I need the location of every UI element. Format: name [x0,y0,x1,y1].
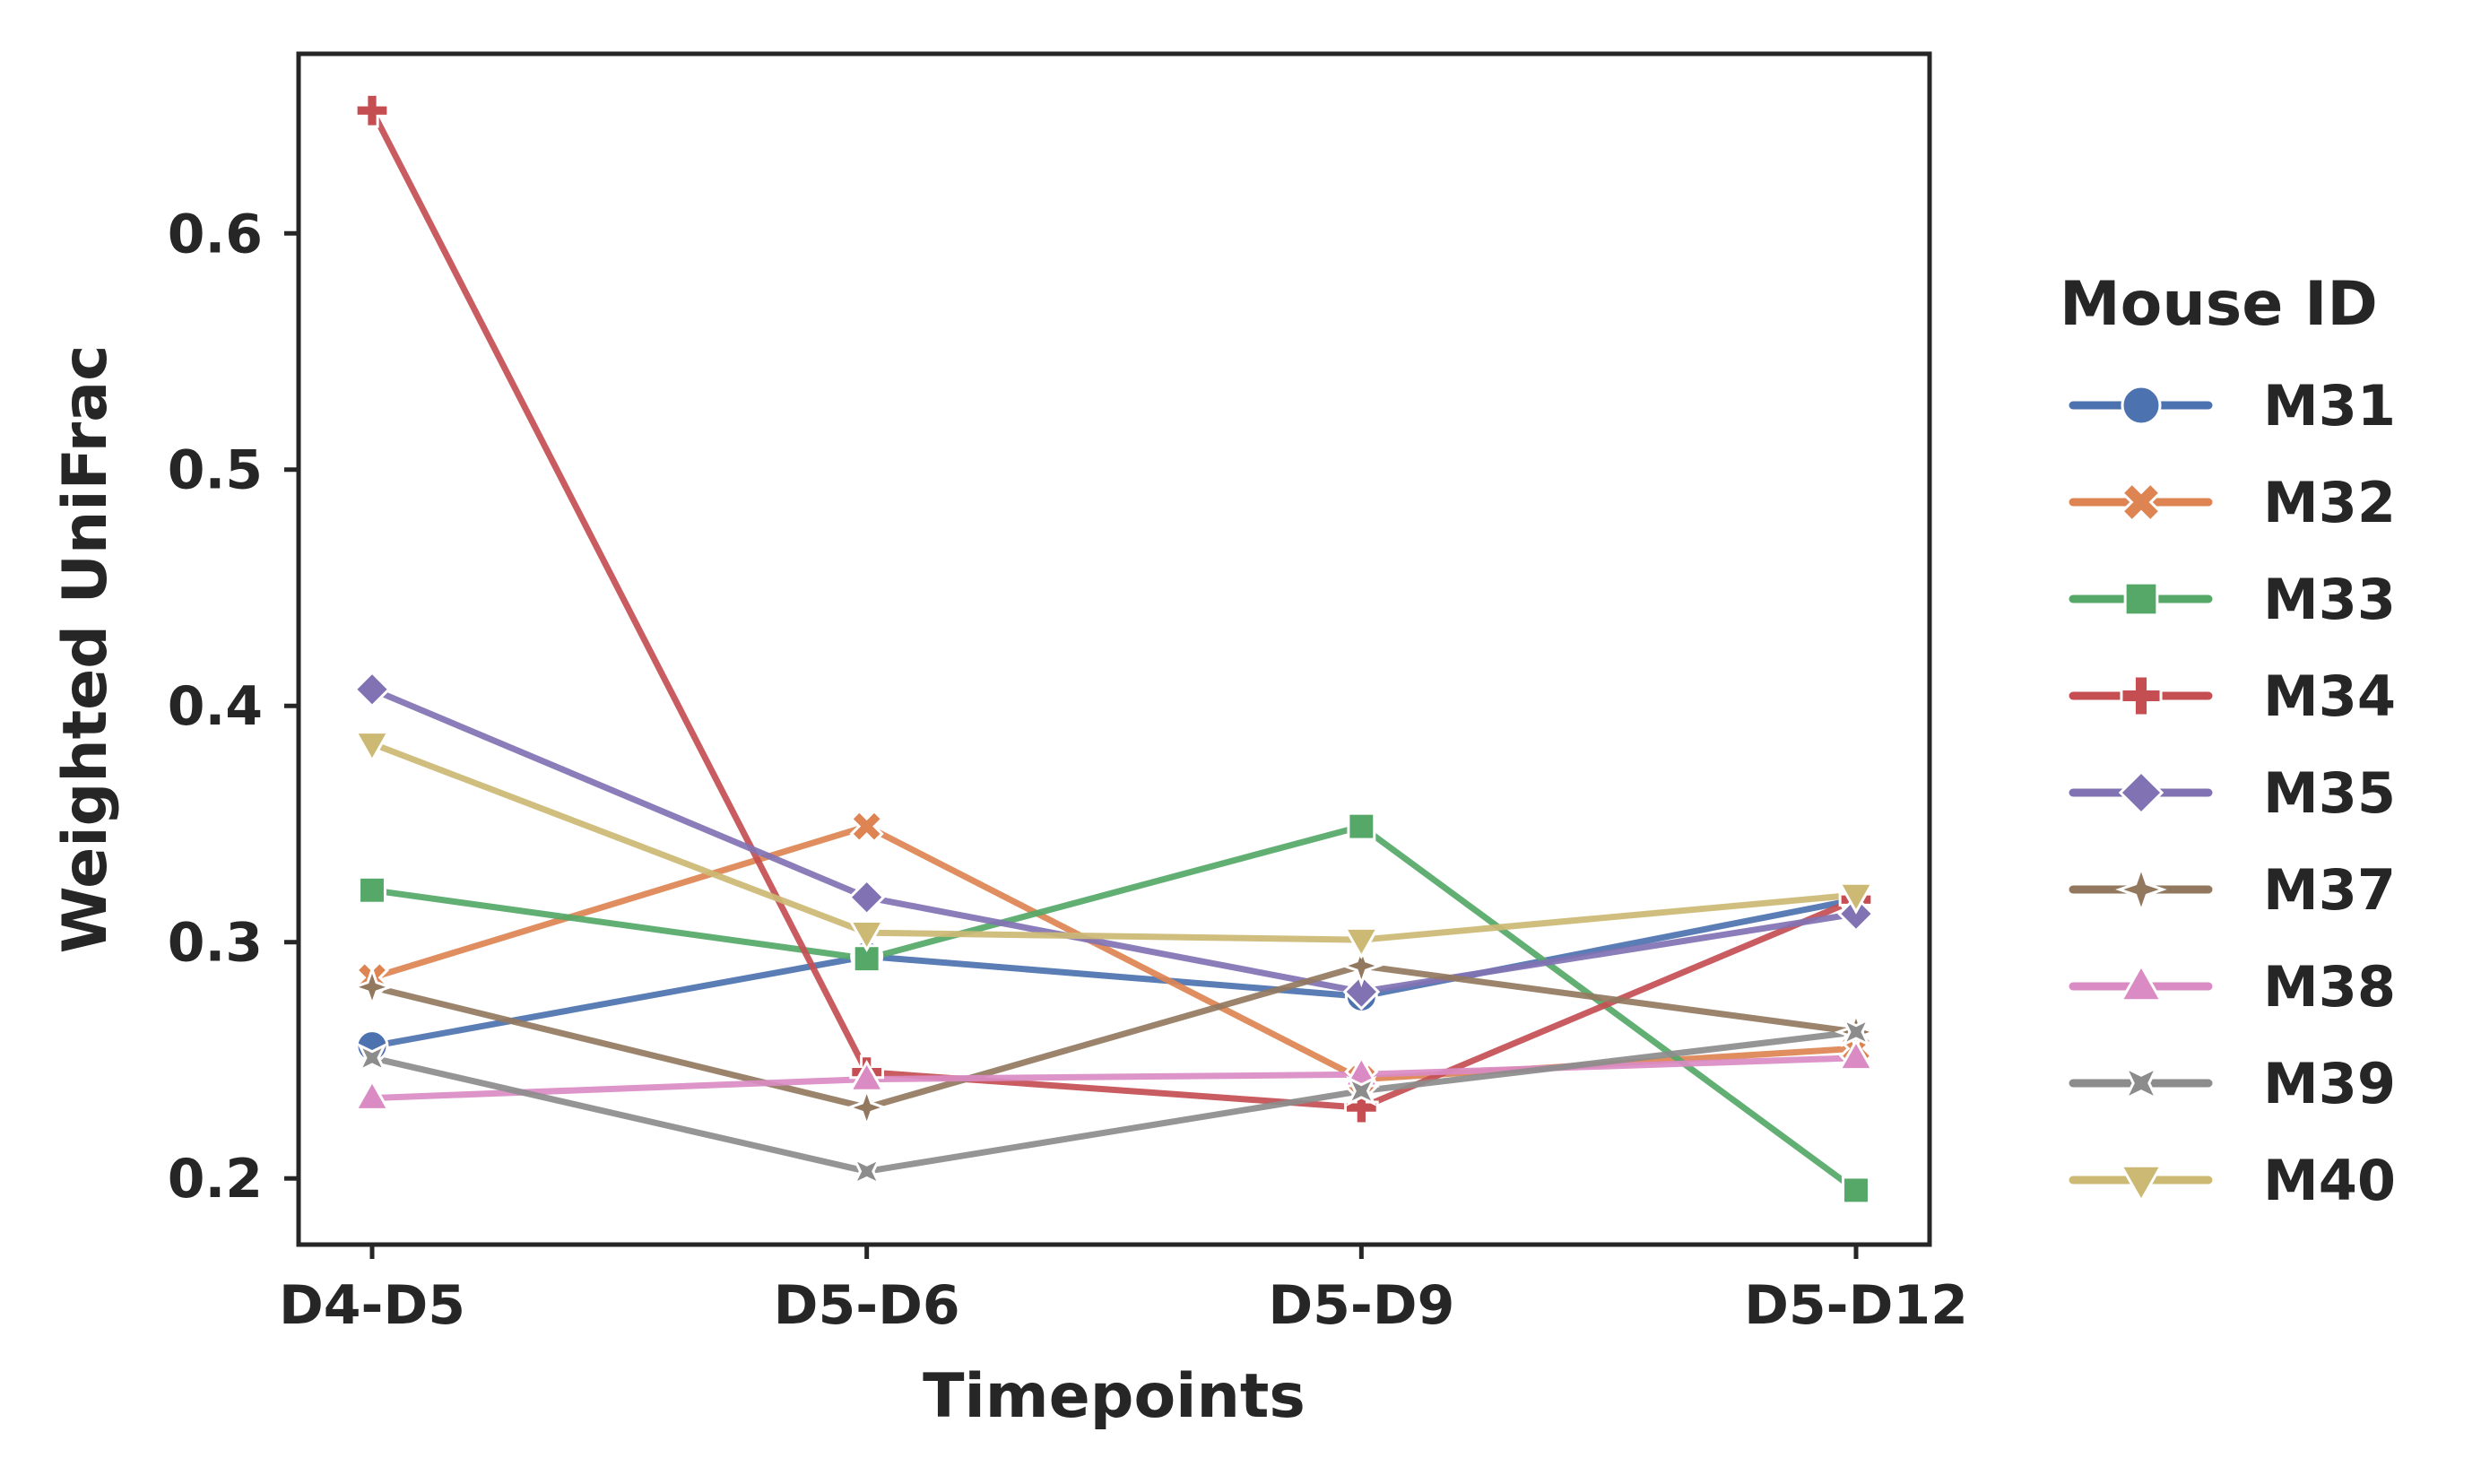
data-point-m35 [847,878,886,916]
y-tick-label: 0.2 [168,1148,263,1211]
legend-marker-m34 [2120,674,2163,717]
y-tick-label: 0.4 [168,675,263,738]
legend-label-m32: M32 [2263,470,2396,535]
data-point-m37 [845,1086,889,1130]
data-point-m34 [1343,1089,1379,1125]
legend-marker-m31 [2121,385,2162,426]
legend-marker-m33 [2123,581,2159,617]
legend-label-m37: M37 [2263,857,2396,923]
data-point-m39 [851,1156,882,1187]
x-axis: D4-D5 D5-D6 D5-D9 D5-D12 [279,1245,1968,1337]
legend-label-m40: M40 [2263,1148,2396,1213]
data-point-m34 [354,92,390,128]
y-tick-label: 0.6 [168,203,263,265]
legend-label-m34: M34 [2263,664,2396,729]
data-point-m33 [1842,1176,1870,1205]
data-point-m38 [848,1059,886,1092]
x-tick-label: D5-D9 [1268,1274,1454,1337]
data-point-m33 [358,875,386,905]
legend-label-m31: M31 [2263,373,2396,438]
series-line-m40 [369,740,1860,943]
series-line-m39 [369,1028,1860,1175]
legend-label-m33: M33 [2263,567,2396,632]
data-point-m37 [350,965,395,1009]
data-point-m35 [353,670,391,708]
legend-marker-m37 [2115,863,2167,916]
series-line-m38 [369,1054,1860,1102]
legend: Mouse ID M31 M32 M33 M34 M35 M37 M38 M39 M40 [2060,269,2396,1213]
series-line-m37 [369,962,1860,1111]
data-point-m40 [848,919,886,952]
data-point-m40 [1342,926,1380,959]
series-layer [369,107,1860,1193]
y-tick-label: 0.3 [168,912,263,975]
legend-marker-m39 [2122,1064,2160,1102]
marker-layer [350,92,1878,1205]
data-point-m40 [1837,881,1875,915]
data-point-m39 [1346,1075,1377,1106]
legend-marker-m40 [2119,1164,2164,1204]
x-axis-label: Timepoints [923,1361,1306,1432]
data-point-m38 [353,1078,391,1111]
legend-label-m38: M38 [2263,954,2396,1020]
data-point-m35 [1342,973,1381,1011]
y-axis-label: Weighted UniFrac [50,345,121,954]
series-line-m33 [369,823,1860,1193]
series-line-m34 [369,107,1860,1111]
plot-frame [296,51,1932,1247]
legend-marker-m32 [2120,481,2163,524]
legend-title: Mouse ID [2060,269,2378,340]
data-point-m40 [353,731,391,764]
legend-label-m39: M39 [2263,1051,2396,1116]
x-tick-label: D5-D6 [774,1274,960,1337]
x-tick-label: D4-D5 [279,1274,465,1337]
legend-marker-m35 [2118,769,2164,816]
data-point-m32 [849,809,884,844]
data-point-m39 [356,1042,388,1073]
x-tick-label: D5-D12 [1744,1274,1968,1337]
legend-label-m35: M35 [2263,760,2396,826]
series-line-m31 [369,896,1860,1050]
series-line-m35 [369,686,1860,995]
data-point-m33 [1347,811,1376,841]
legend-marker-m38 [2119,962,2164,1002]
y-tick-label: 0.5 [168,439,263,502]
y-axis: 0.2 0.3 0.4 0.5 0.6 [168,203,299,1211]
data-point-m38 [1837,1038,1875,1072]
data-point-m37 [1340,943,1384,988]
data-point-m39 [1840,1016,1872,1047]
